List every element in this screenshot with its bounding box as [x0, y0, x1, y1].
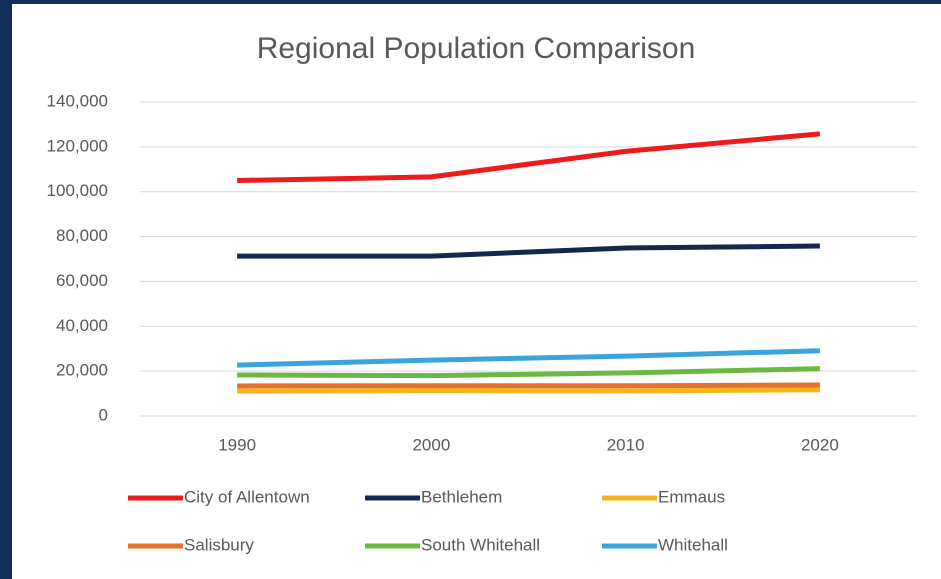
series-line: [237, 382, 820, 389]
x-tick-label: 2010: [607, 435, 645, 454]
y-tick-label: 120,000: [47, 136, 108, 155]
chart-title: Regional Population Comparison: [257, 32, 696, 65]
legend-label: Bethlehem: [421, 487, 502, 506]
y-tick-label: 60,000: [56, 271, 108, 290]
legend-label: South Whitehall: [421, 535, 540, 554]
y-tick-label: 100,000: [47, 181, 108, 200]
x-tick-label: 2020: [801, 435, 839, 454]
legend-label: Salisbury: [184, 535, 254, 554]
legend-label: City of Allentown: [184, 487, 310, 506]
series-line: [237, 387, 820, 394]
y-tick-label: 20,000: [56, 361, 108, 380]
y-tick-label: 140,000: [47, 91, 108, 110]
x-tick-label: 2000: [412, 435, 450, 454]
series-line: [237, 366, 820, 379]
y-tick-label: 80,000: [56, 226, 108, 245]
y-tick-label: 40,000: [56, 316, 108, 335]
series-line: [237, 131, 821, 183]
x-tick-label: 1990: [218, 435, 256, 454]
legend-label: Emmaus: [658, 487, 725, 506]
chart-area: [12, 4, 941, 579]
y-tick-label: 0: [99, 405, 108, 424]
legend-label: Whitehall: [658, 535, 728, 554]
series-line: [237, 243, 820, 259]
series-line: [237, 348, 820, 368]
